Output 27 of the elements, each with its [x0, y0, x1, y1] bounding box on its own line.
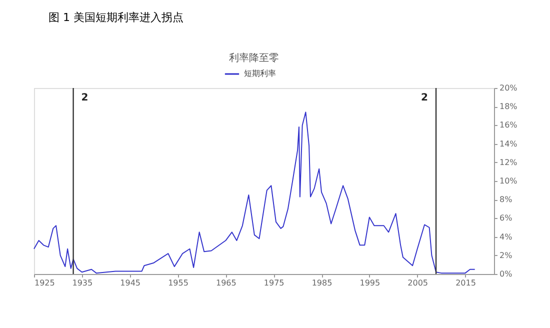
y-tick-label: 8% [500, 195, 513, 204]
chart-title: 图 1 美国短期利率进入拐点 [48, 11, 184, 24]
y-tick-label: 4% [500, 232, 513, 242]
annotation: 2 [421, 92, 428, 104]
x-tick-label: 1955 [168, 278, 188, 288]
x-tick-label: 2005 [408, 278, 428, 288]
x-tick-label: 1995 [360, 278, 380, 288]
y-tick-label: 12% [500, 158, 518, 167]
chart-subtitle: 利率降至零 [229, 52, 279, 64]
y-tick-label: 16% [500, 120, 518, 130]
annotation: 2 [81, 92, 88, 104]
line-series [34, 112, 476, 274]
x-tick-label: 2015 [456, 278, 476, 288]
x-tick-label: 1985 [312, 278, 332, 288]
legend-label: 短期利率 [244, 69, 276, 78]
x-tick-label: 1945 [120, 278, 141, 288]
x-tick-label: 1965 [216, 278, 236, 288]
y-tick-label: 0% [500, 270, 513, 278]
y-tick-label: 20% [500, 84, 518, 92]
x-tick-label: 1925 [34, 278, 55, 288]
y-tick-label: 10% [500, 176, 518, 186]
y-tick-label: 2% [500, 250, 513, 260]
y-tick-label: 6% [500, 214, 513, 223]
y-tick-label: 14% [500, 139, 518, 148]
y-tick-label: 18% [500, 102, 518, 112]
x-tick-label: 1935 [72, 278, 93, 288]
x-tick-label: 1975 [264, 278, 284, 288]
